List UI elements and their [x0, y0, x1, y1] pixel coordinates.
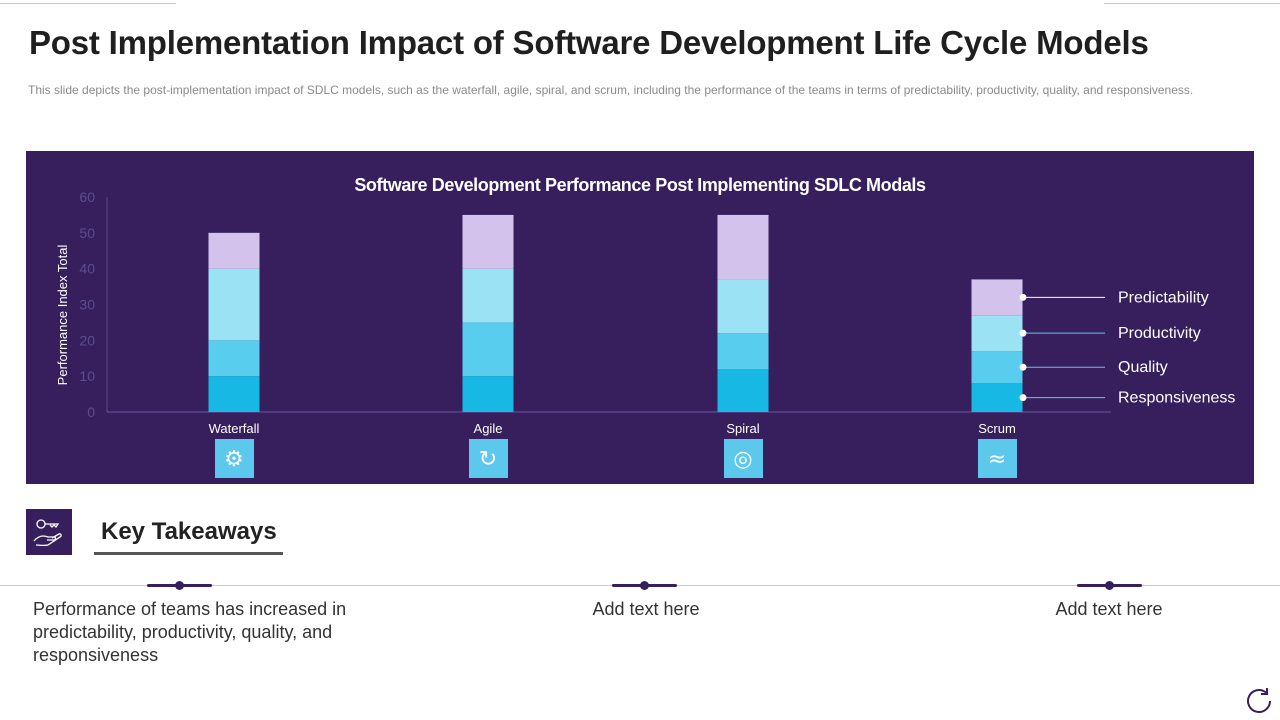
title-underline — [94, 552, 283, 555]
stacked-bar-chart: Software Development Performance Post Im… — [55, 175, 1235, 478]
legend-dot — [1019, 329, 1027, 337]
chart-title: Software Development Performance Post Im… — [354, 175, 926, 195]
icon-bg — [215, 439, 254, 478]
key-in-hand-icon — [26, 509, 72, 555]
legend-label-quality: Quality — [1118, 359, 1168, 376]
legend-label-productivity: Productivity — [1118, 325, 1201, 342]
icon-bg — [978, 439, 1017, 478]
icon-glyph: ⚙ — [224, 447, 244, 472]
refresh-icon[interactable] — [1242, 684, 1276, 718]
bar-segment-predictability — [717, 214, 769, 280]
legend-dot — [1019, 363, 1027, 371]
takeaway-text-2: Add text here — [592, 599, 700, 619]
bar-segment-predictability — [971, 279, 1023, 316]
bar-segment-responsiveness — [971, 383, 1023, 412]
bar-segment-responsiveness — [717, 369, 769, 412]
bar-segment-productivity — [462, 268, 514, 323]
x-tick-label: Agile — [474, 421, 503, 436]
bar-segment-productivity — [208, 268, 260, 341]
bullet-marker — [147, 581, 212, 590]
y-tick-label: 50 — [79, 225, 95, 241]
bar-segment-productivity — [971, 315, 1023, 352]
page-description: This slide depicts the post-implementati… — [28, 83, 1194, 97]
legend-dot — [1019, 293, 1027, 301]
chart-panel: Software Development Performance Post Im… — [26, 151, 1254, 484]
x-tick-label: Waterfall — [209, 421, 260, 436]
waterfall-process-icon: ⚙ — [215, 439, 254, 478]
x-tick-label: Scrum — [978, 421, 1016, 436]
icon-glyph: ↻ — [479, 447, 497, 472]
legend-label-responsiveness: Responsiveness — [1118, 390, 1235, 407]
decor-line — [0, 3, 176, 4]
decor-line — [1104, 3, 1280, 4]
agile-cycle-icon: ↻ — [469, 439, 508, 478]
takeaway-text-1: Performance of teams has increased in pr… — [33, 599, 347, 665]
scrum-wave-icon: ≈ — [978, 439, 1017, 478]
page-title: Post Implementation Impact of Software D… — [29, 24, 1149, 61]
bar-segment-quality — [717, 333, 769, 369]
icon-bg — [469, 439, 508, 478]
bar-segment-predictability — [208, 232, 260, 269]
bullet-marker — [1077, 581, 1142, 590]
icon-bg — [724, 439, 763, 478]
icon-glyph: ≈ — [988, 447, 1006, 472]
bar-segment-predictability — [462, 214, 514, 269]
takeaway-text-3: Add text here — [1055, 599, 1163, 619]
icon-glyph: ◎ — [733, 447, 752, 472]
spiral-icon: ◎ — [724, 439, 763, 478]
y-axis-label: Performance Index Total — [55, 245, 70, 386]
key-takeaways-title: Key Takeaways — [101, 518, 277, 545]
y-tick-label: 30 — [79, 297, 95, 313]
y-tick-label: 10 — [79, 368, 95, 384]
bar-segment-quality — [971, 351, 1023, 384]
y-tick-label: 0 — [87, 404, 95, 420]
bar-segment-responsiveness — [462, 376, 514, 412]
bar-segment-productivity — [717, 279, 769, 334]
y-tick-label: 20 — [79, 332, 95, 348]
bar-segment-responsiveness — [208, 376, 260, 412]
legend-dot — [1019, 394, 1027, 402]
bar-segment-quality — [462, 322, 514, 377]
y-tick-label: 60 — [79, 189, 95, 205]
bullet-marker — [612, 581, 677, 590]
y-tick-label: 40 — [79, 261, 95, 277]
bar-segment-quality — [208, 340, 260, 377]
x-tick-label: Spiral — [726, 421, 759, 436]
legend-label-predictability: Predictability — [1118, 289, 1209, 306]
